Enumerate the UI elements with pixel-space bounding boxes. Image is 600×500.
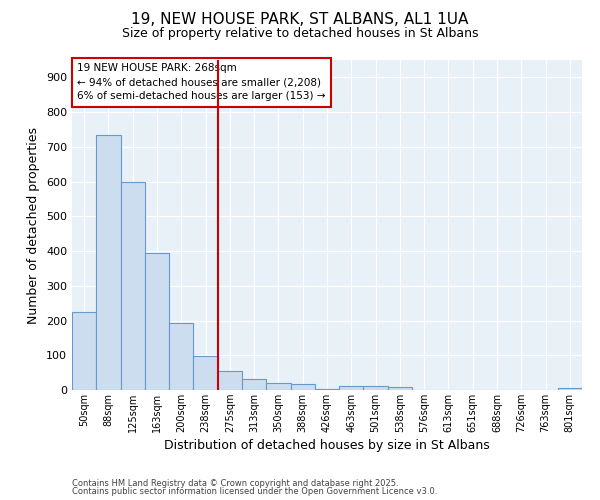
Bar	[339, 386, 364, 390]
Bar	[72, 312, 96, 390]
Bar	[193, 356, 218, 390]
Y-axis label: Number of detached properties: Number of detached properties	[28, 126, 40, 324]
Bar	[266, 383, 290, 390]
Bar	[388, 386, 412, 390]
Bar	[315, 389, 339, 390]
Bar	[364, 386, 388, 390]
Bar	[558, 388, 582, 390]
Bar	[121, 182, 145, 390]
Bar	[218, 371, 242, 390]
Bar	[290, 384, 315, 390]
Bar	[145, 253, 169, 390]
Text: 19 NEW HOUSE PARK: 268sqm
← 94% of detached houses are smaller (2,208)
6% of sem: 19 NEW HOUSE PARK: 268sqm ← 94% of detac…	[77, 64, 326, 102]
Bar	[242, 378, 266, 390]
Text: Contains public sector information licensed under the Open Government Licence v3: Contains public sector information licen…	[72, 487, 437, 496]
Bar	[169, 323, 193, 390]
Text: Size of property relative to detached houses in St Albans: Size of property relative to detached ho…	[122, 28, 478, 40]
Text: Contains HM Land Registry data © Crown copyright and database right 2025.: Contains HM Land Registry data © Crown c…	[72, 478, 398, 488]
Text: 19, NEW HOUSE PARK, ST ALBANS, AL1 1UA: 19, NEW HOUSE PARK, ST ALBANS, AL1 1UA	[131, 12, 469, 28]
X-axis label: Distribution of detached houses by size in St Albans: Distribution of detached houses by size …	[164, 439, 490, 452]
Bar	[96, 134, 121, 390]
